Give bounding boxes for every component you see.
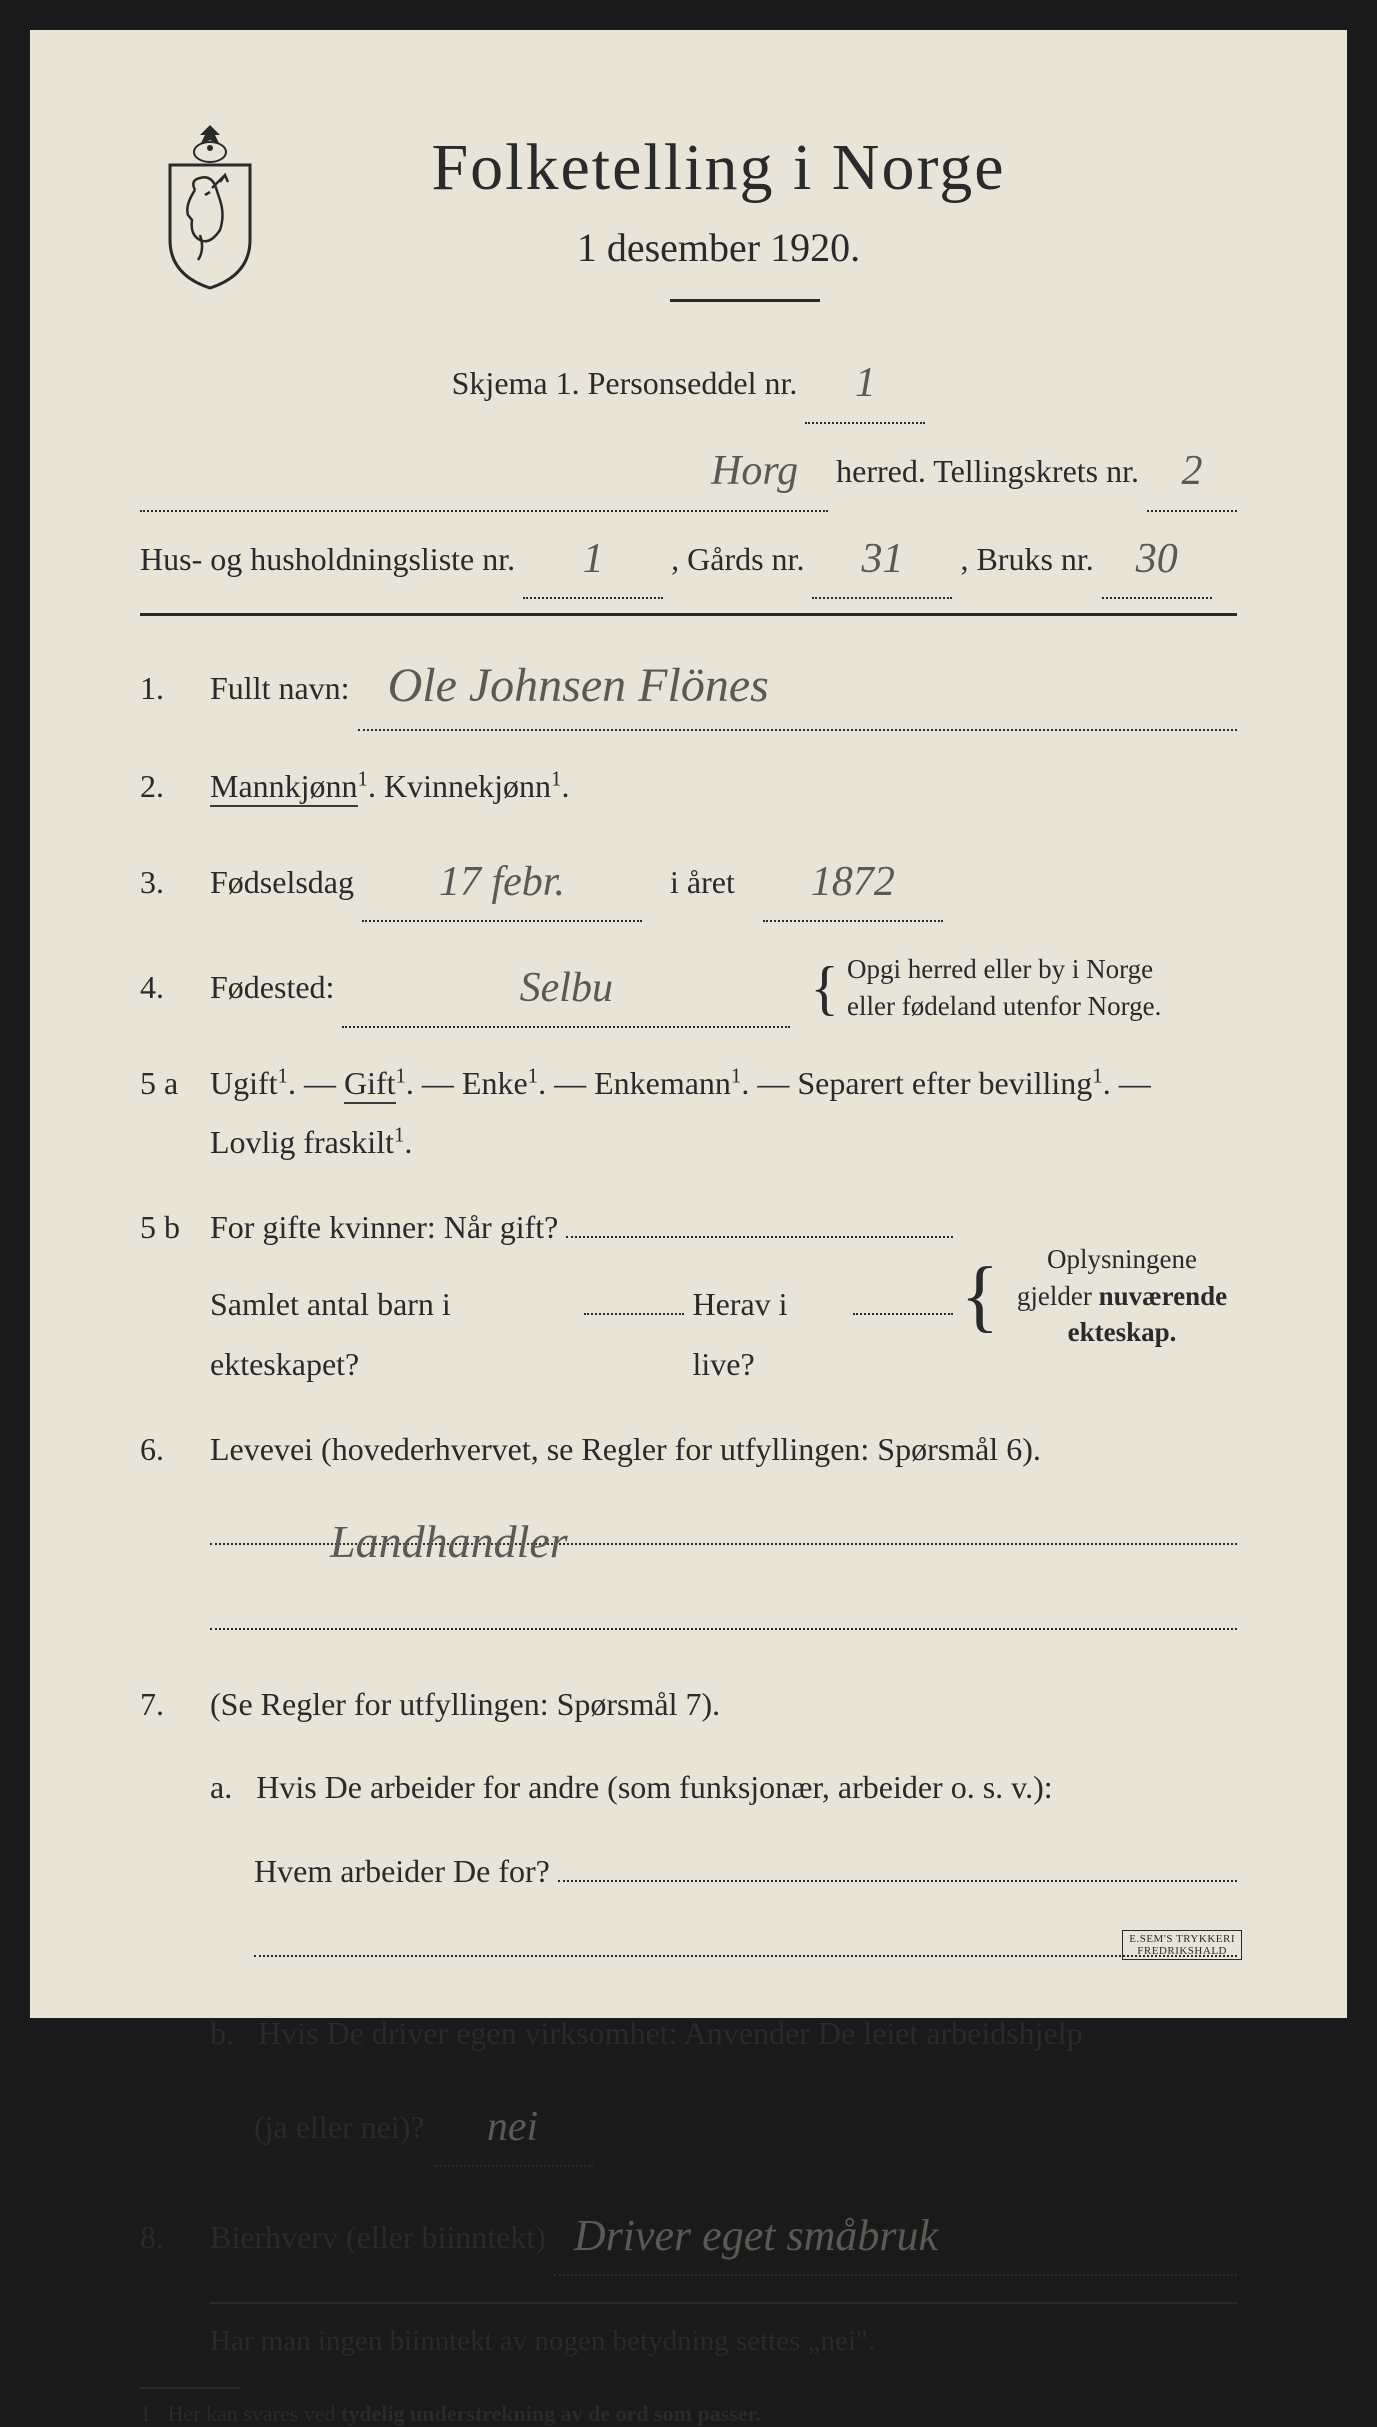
- q5b-num: 5 b: [140, 1209, 210, 1246]
- q3-label-a: Fødselsdag: [210, 853, 354, 912]
- husliste-line: Hus- og husholdningsliste nr. 1 , Gårds …: [140, 518, 1237, 600]
- q2-kvinnekjonn: . Kvinnekjønn: [368, 768, 551, 804]
- tellingskrets-nr: 2: [1182, 432, 1203, 512]
- q4-note-a: Opgi herred eller by i Norge: [847, 954, 1153, 984]
- brace-icon: {: [961, 1272, 999, 1320]
- q7a-blank: [254, 1909, 1237, 1957]
- q1-label: Fullt navn:: [210, 659, 350, 718]
- q7a-label: a.: [210, 1769, 232, 1805]
- q7: 7. (Se Regler for utfyllingen: Spørsmål …: [140, 1675, 1237, 2167]
- q7b-text2: (ja eller nei)?: [254, 2098, 425, 2157]
- q3-day: 17 febr.: [439, 844, 565, 922]
- gards-nr: 31: [861, 520, 903, 600]
- q3: 3. Fødselsdag 17 febr. i året 1872: [140, 842, 1237, 922]
- gards-label: , Gårds nr.: [671, 529, 804, 590]
- q8-label: Bierhverv (eller biinntekt): [210, 2208, 546, 2267]
- personseddel-nr: 1: [855, 344, 876, 424]
- q4-num: 4.: [140, 969, 210, 1006]
- q7b-value: nei: [487, 2089, 538, 2167]
- q3-year: 1872: [811, 844, 895, 922]
- census-form-page: Folketelling i Norge 1 desember 1920. Sk…: [30, 30, 1347, 2018]
- q1-num: 1.: [140, 670, 210, 707]
- q4: 4. Fødested: Selbu { Opgi herred eller b…: [140, 948, 1237, 1028]
- q7b-label: b.: [210, 2015, 234, 2051]
- q3-num: 3.: [140, 864, 210, 901]
- bruks-nr: 30: [1136, 520, 1178, 600]
- q5b: 5 b For gifte kvinner: Når gift? Samlet …: [140, 1198, 1237, 1394]
- printer-stamp: E.SEM'S TRYKKERI FREDRIKSHALD: [1122, 1930, 1242, 1960]
- q6: 6. Levevei (hovederhvervet, se Regler fo…: [140, 1420, 1237, 1650]
- q6-blank-line: [210, 1582, 1237, 1630]
- herred-line: Horg herred. Tellingskrets nr. 2: [140, 430, 1237, 512]
- q6-value: Landhandler: [210, 1499, 568, 1584]
- bruks-label: , Bruks nr.: [960, 529, 1093, 590]
- skjema-label: Skjema 1. Personseddel nr.: [452, 365, 798, 401]
- q6-label: Levevei (hovederhvervet, se Regler for u…: [210, 1431, 1041, 1467]
- q5b-gift-year: [566, 1236, 952, 1238]
- q3-label-b: i året: [670, 853, 735, 912]
- q5b-line1: For gifte kvinner: Når gift?: [210, 1198, 558, 1257]
- q8-num: 8.: [140, 2219, 210, 2256]
- q5b-line2a: Samlet antal barn i ekteskapet?: [210, 1275, 576, 1393]
- q8-value: Driver eget småbruk: [574, 2195, 938, 2276]
- coat-of-arms-icon: [150, 120, 270, 290]
- q7b-text1: Hvis De driver egen virksomhet: Anvender…: [258, 2015, 1083, 2051]
- q7a-value: [558, 1880, 1237, 1882]
- q5a-gift: Gift: [344, 1065, 396, 1104]
- q4-value: Selbu: [520, 950, 613, 1028]
- q5a: 5 a Ugift1. — Gift1. — Enke1. — Enkemann…: [140, 1054, 1237, 1172]
- q4-label: Fødested:: [210, 958, 334, 1017]
- header: Folketelling i Norge 1 desember 1920.: [140, 130, 1237, 302]
- divider-main: [140, 613, 1237, 616]
- skjema-line: Skjema 1. Personseddel nr. 1: [140, 342, 1237, 424]
- divider-footer: [210, 2302, 1237, 2304]
- footnote: 1 Her kan svares ved tydelig understrekn…: [140, 2401, 1237, 2427]
- herred-value: Horg: [711, 432, 798, 512]
- q5a-num: 5 a: [140, 1065, 210, 1102]
- q5b-children-total: [584, 1313, 684, 1315]
- q7a-text2: Hvem arbeider De for?: [254, 1842, 550, 1901]
- q5b-line2b: Herav i live?: [692, 1275, 844, 1393]
- footnote-rule: [140, 2387, 240, 2389]
- q1: 1. Fullt navn: Ole Johnsen Flönes: [140, 640, 1237, 731]
- q1-value: Ole Johnsen Flönes: [388, 642, 769, 731]
- brace-icon: {: [810, 970, 839, 1006]
- q7a-text1: Hvis De arbeider for andre (som funksjon…: [256, 1769, 1052, 1805]
- husliste-label: Hus- og husholdningsliste nr.: [140, 529, 515, 590]
- form-title: Folketelling i Norge: [200, 130, 1237, 206]
- footer-note: Har man ingen biinntekt av nogen betydni…: [210, 2314, 1237, 2369]
- form-date: 1 desember 1920.: [200, 224, 1237, 271]
- q2-num: 2.: [140, 768, 210, 805]
- q2-mannkjonn: Mannkjønn: [210, 768, 358, 807]
- title-divider: [670, 299, 820, 302]
- herred-label: herred. Tellingskrets nr.: [836, 441, 1139, 502]
- q4-note-b: eller fødeland utenfor Norge.: [847, 991, 1161, 1021]
- husliste-nr: 1: [583, 520, 604, 600]
- q7-label: (Se Regler for utfyllingen: Spørsmål 7).: [210, 1686, 720, 1722]
- q5b-children-alive: [853, 1313, 953, 1315]
- q7-num: 7.: [140, 1686, 210, 1723]
- q8: 8. Bierhverv (eller biinntekt) Driver eg…: [140, 2193, 1237, 2276]
- q2: 2. Mannkjønn1. Kvinnekjønn1.: [140, 757, 1237, 816]
- q6-num: 6.: [140, 1431, 210, 1468]
